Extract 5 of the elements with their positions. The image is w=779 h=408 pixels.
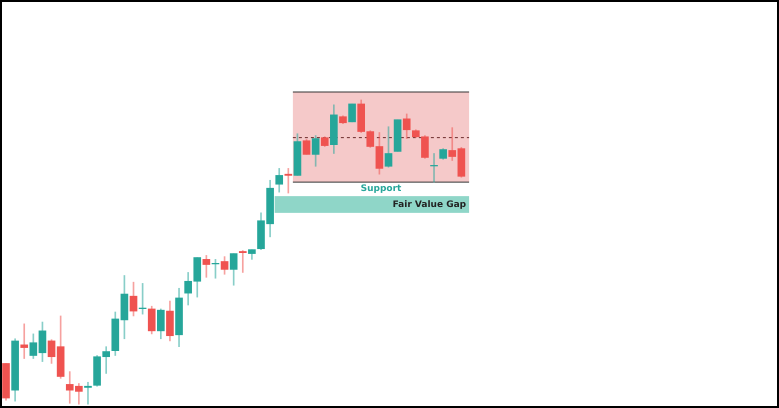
band-label: Fair Value Gap <box>392 200 467 210</box>
candlestick <box>430 153 438 182</box>
ref-line-label: Support <box>360 184 402 194</box>
candlestick <box>84 382 92 405</box>
candlestick <box>212 259 220 279</box>
